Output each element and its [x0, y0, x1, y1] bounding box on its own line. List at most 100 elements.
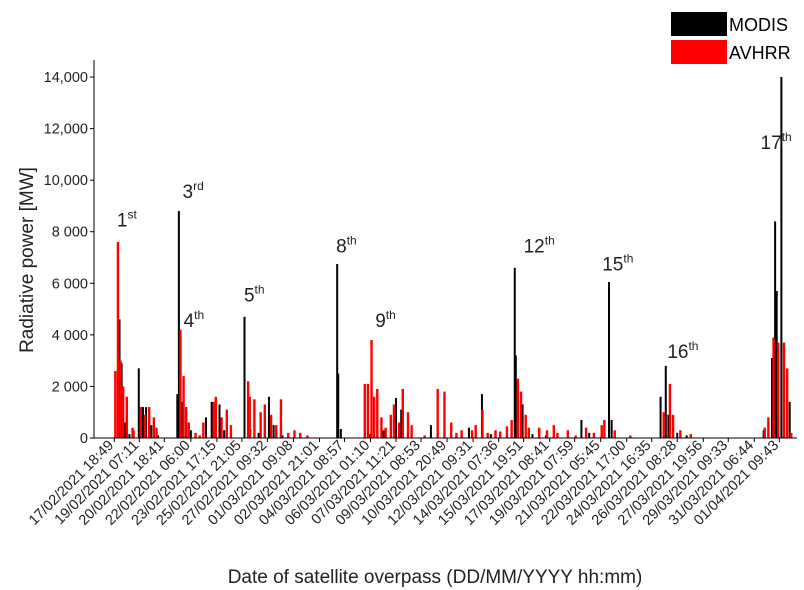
bar-avhrr	[584, 427, 588, 438]
bar-modis	[210, 401, 213, 438]
bar-avhrr	[121, 386, 125, 438]
x-axis-label: Date of satellite overpass (DD/MM/YYYY h…	[228, 567, 643, 588]
event-label: 8th	[336, 233, 357, 257]
bar-modis	[400, 409, 403, 438]
bar-avhrr	[114, 370, 117, 438]
bar-avhrr	[139, 407, 143, 438]
bar-modis	[177, 211, 180, 438]
bar-avhrr	[392, 404, 396, 438]
bar-modis	[267, 396, 270, 438]
bar-avhrr	[510, 419, 513, 438]
bar-avhrr	[370, 340, 373, 438]
bar-avhrr	[125, 396, 129, 438]
bar-avhrr	[519, 391, 523, 438]
bar-modis	[337, 373, 340, 438]
bar-modis	[788, 401, 791, 438]
bar-avhrr	[406, 412, 410, 438]
bar-avhrr	[279, 399, 283, 438]
bar-avhrr	[470, 430, 474, 438]
bar-avhrr	[214, 396, 218, 438]
bar-modis	[339, 428, 342, 438]
bar-modis	[429, 425, 432, 438]
bar-avhrr	[116, 242, 120, 438]
bar-avhrr	[498, 431, 502, 438]
bar-avhrr	[486, 432, 489, 438]
bar-modis	[382, 430, 385, 438]
bar-avhrr	[397, 422, 401, 438]
bar-modis	[659, 396, 662, 438]
bar-avhrr	[516, 378, 520, 438]
bar-avhrr	[132, 430, 135, 438]
bar-modis	[774, 221, 777, 438]
bar-avhrr	[668, 383, 672, 438]
bar-avhrr	[423, 435, 426, 438]
bar-avhrr	[248, 396, 251, 438]
bar-avhrr	[363, 383, 366, 438]
bar-avhrr	[785, 368, 789, 438]
bar-modis	[531, 434, 534, 438]
bar-modis	[588, 432, 591, 438]
bar-modis	[521, 404, 524, 438]
bar-avhrr	[259, 412, 262, 438]
bar-avhrr	[689, 434, 692, 438]
bar-modis	[150, 425, 153, 438]
bar-avhrr	[474, 425, 477, 438]
bar-modis	[336, 263, 339, 438]
bar-avhrr	[401, 389, 404, 438]
bar-avhrr	[263, 404, 267, 438]
bar-avhrr	[246, 381, 250, 438]
bar-avhrr	[538, 427, 541, 438]
bar-avhrr	[253, 399, 256, 438]
bar-modis	[128, 434, 131, 438]
event-label: 5th	[244, 282, 265, 306]
bar-modis	[157, 435, 160, 438]
event-label: 9th	[375, 308, 396, 332]
bar-avhrr	[179, 329, 182, 438]
legend-label-modis: MODIS	[729, 15, 788, 35]
bar-modis	[243, 316, 246, 438]
bar-modis	[676, 432, 679, 438]
bar-avhrr	[790, 432, 793, 438]
y-tick-labels: 0 2 000 4 000 6 000 8 000 10,000 12,000 14,000	[44, 70, 94, 447]
bar-avhrr	[194, 432, 197, 438]
bar-avhrr	[202, 422, 205, 438]
bar-modis	[467, 427, 470, 438]
event-label: 17th	[761, 130, 792, 154]
bar-avhrr	[763, 427, 766, 438]
bar-avhrr	[767, 417, 770, 438]
y-tick-label: 8 000	[52, 225, 88, 241]
bar-avhrr	[613, 430, 616, 438]
y-tick-label: 4 000	[52, 328, 88, 344]
series-avhrr	[114, 242, 793, 438]
bar-modis	[223, 430, 226, 438]
bar-modis	[771, 358, 774, 438]
bar-avhrr	[372, 396, 376, 438]
y-tick-label: 6 000	[52, 276, 88, 292]
bar-modis	[489, 434, 492, 438]
bar-avhrr	[299, 432, 302, 438]
bar-modis	[176, 394, 179, 438]
bar-avhrr	[679, 430, 682, 438]
bar-avhrr	[671, 414, 675, 438]
bar-modis	[124, 422, 127, 438]
bar-avhrr	[772, 337, 775, 438]
bar-avhrr	[225, 409, 228, 438]
bar-modis	[137, 368, 140, 438]
bar-avhrr	[389, 414, 393, 438]
bar-modis	[580, 419, 583, 438]
bar-avhrr	[662, 412, 665, 438]
y-tick-label: 14,000	[44, 70, 88, 86]
bar-avhrr	[545, 430, 549, 438]
bar-avhrr	[524, 414, 527, 438]
y-tick-label: 0	[80, 431, 88, 447]
event-annotations: 1st 3rd 4th 5th 8th 9th 12th 15th 16th 17th	[117, 130, 792, 363]
bar-avhrr	[152, 417, 156, 438]
bar-modis	[395, 398, 398, 438]
bar-modis	[780, 77, 783, 438]
bar-modis	[513, 267, 516, 438]
bar-avhrr	[366, 383, 370, 438]
event-label: 4th	[184, 308, 205, 332]
bar-avhrr	[184, 407, 188, 438]
